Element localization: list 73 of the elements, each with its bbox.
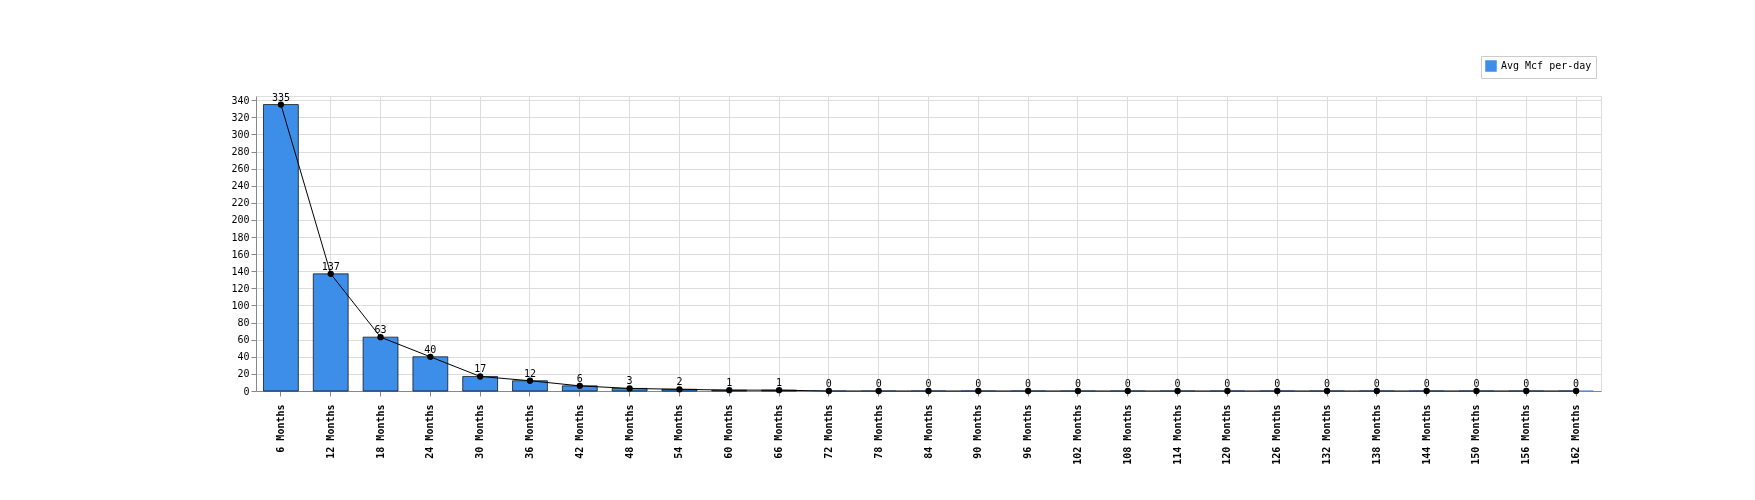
data-label: 0 [825,378,832,389]
y-tick-label: 180 [231,231,250,243]
x-tick-label: 102 Months [1071,404,1083,465]
data-label: 0 [1274,378,1281,389]
x-tick-label: 60 Months [723,404,735,459]
data-label: 335 [271,91,290,103]
x-tick-label: 18 Months [374,404,386,459]
data-label: 3 [626,375,633,387]
data-label: 0 [875,378,882,389]
data-label: 0 [1373,378,1380,389]
x-tick-label: 120 Months [1221,404,1233,465]
x-tick-label: 126 Months [1271,404,1283,465]
data-label: 6 [576,372,583,384]
y-tick-label: 160 [231,248,250,260]
x-tick-label: 66 Months [773,404,785,459]
y-tick-label: 200 [231,214,250,226]
data-label: 0 [1025,378,1032,389]
data-label: 0 [1224,378,1231,389]
x-tick-label: 36 Months [523,404,535,459]
data-label: 1 [726,377,733,389]
data-label: 0 [1124,378,1131,389]
x-tick-label: 90 Months [972,404,984,459]
x-tick-label: 108 Months [1121,404,1133,465]
x-tick-label: 30 Months [474,404,486,459]
y-tick-label: 60 [237,334,250,346]
x-tick-label: 72 Months [822,404,834,459]
data-label: 0 [1523,378,1530,389]
data-label: 40 [424,343,437,355]
x-tick-label: 6 Months [274,404,286,453]
data-label: 0 [1174,378,1181,389]
y-tick-label: 280 [231,146,250,158]
legend-label: Avg Mcf per-day [1501,60,1592,71]
y-tick-label: 140 [231,265,250,277]
x-tick-label: 156 Months [1520,404,1532,465]
data-label: 0 [1473,378,1480,389]
y-tick-label: 80 [237,317,250,329]
x-tick-label: 78 Months [872,404,884,459]
data-label: 2 [676,376,683,388]
x-tick-label: 162 Months [1570,404,1582,465]
x-tick-label: 144 Months [1420,404,1432,465]
y-tick-label: 340 [231,94,250,106]
data-label: 0 [1324,378,1331,389]
y-tick-label: 260 [231,163,250,175]
data-label: 1 [776,377,783,389]
data-label: 12 [523,367,536,379]
y-tick-label: 40 [237,351,250,363]
x-tick-label: 12 Months [324,404,336,459]
y-tick-label: 220 [231,197,250,209]
y-tick-label: 120 [231,282,250,294]
y-tick-label: 20 [237,368,250,380]
x-tick-label: 132 Months [1321,404,1333,465]
data-label: 63 [374,324,387,336]
data-label: 0 [925,378,932,389]
x-tick-label: 114 Months [1171,404,1183,465]
y-tick-label: 0 [243,385,250,397]
y-tick-label: 300 [231,128,250,140]
data-label: 17 [474,363,487,375]
x-tick-label: 84 Months [922,404,934,459]
x-tick-label: 48 Months [623,404,635,459]
y-tick-label: 320 [231,111,250,123]
x-tick-label: 24 Months [424,404,436,459]
x-tick-label: 42 Months [573,404,585,459]
data-label: 0 [1074,378,1081,389]
x-tick-label: 96 Months [1022,404,1034,459]
x-tick-label: 54 Months [673,404,685,459]
y-tick-label: 240 [231,180,250,192]
data-label: 0 [1573,378,1580,389]
x-tick-label: 138 Months [1370,404,1382,465]
data-label: 0 [975,378,982,389]
data-label: 0 [1423,378,1430,389]
x-tick-label: 150 Months [1470,404,1482,465]
y-tick-label: 100 [231,299,250,311]
data-label: 137 [321,260,340,272]
